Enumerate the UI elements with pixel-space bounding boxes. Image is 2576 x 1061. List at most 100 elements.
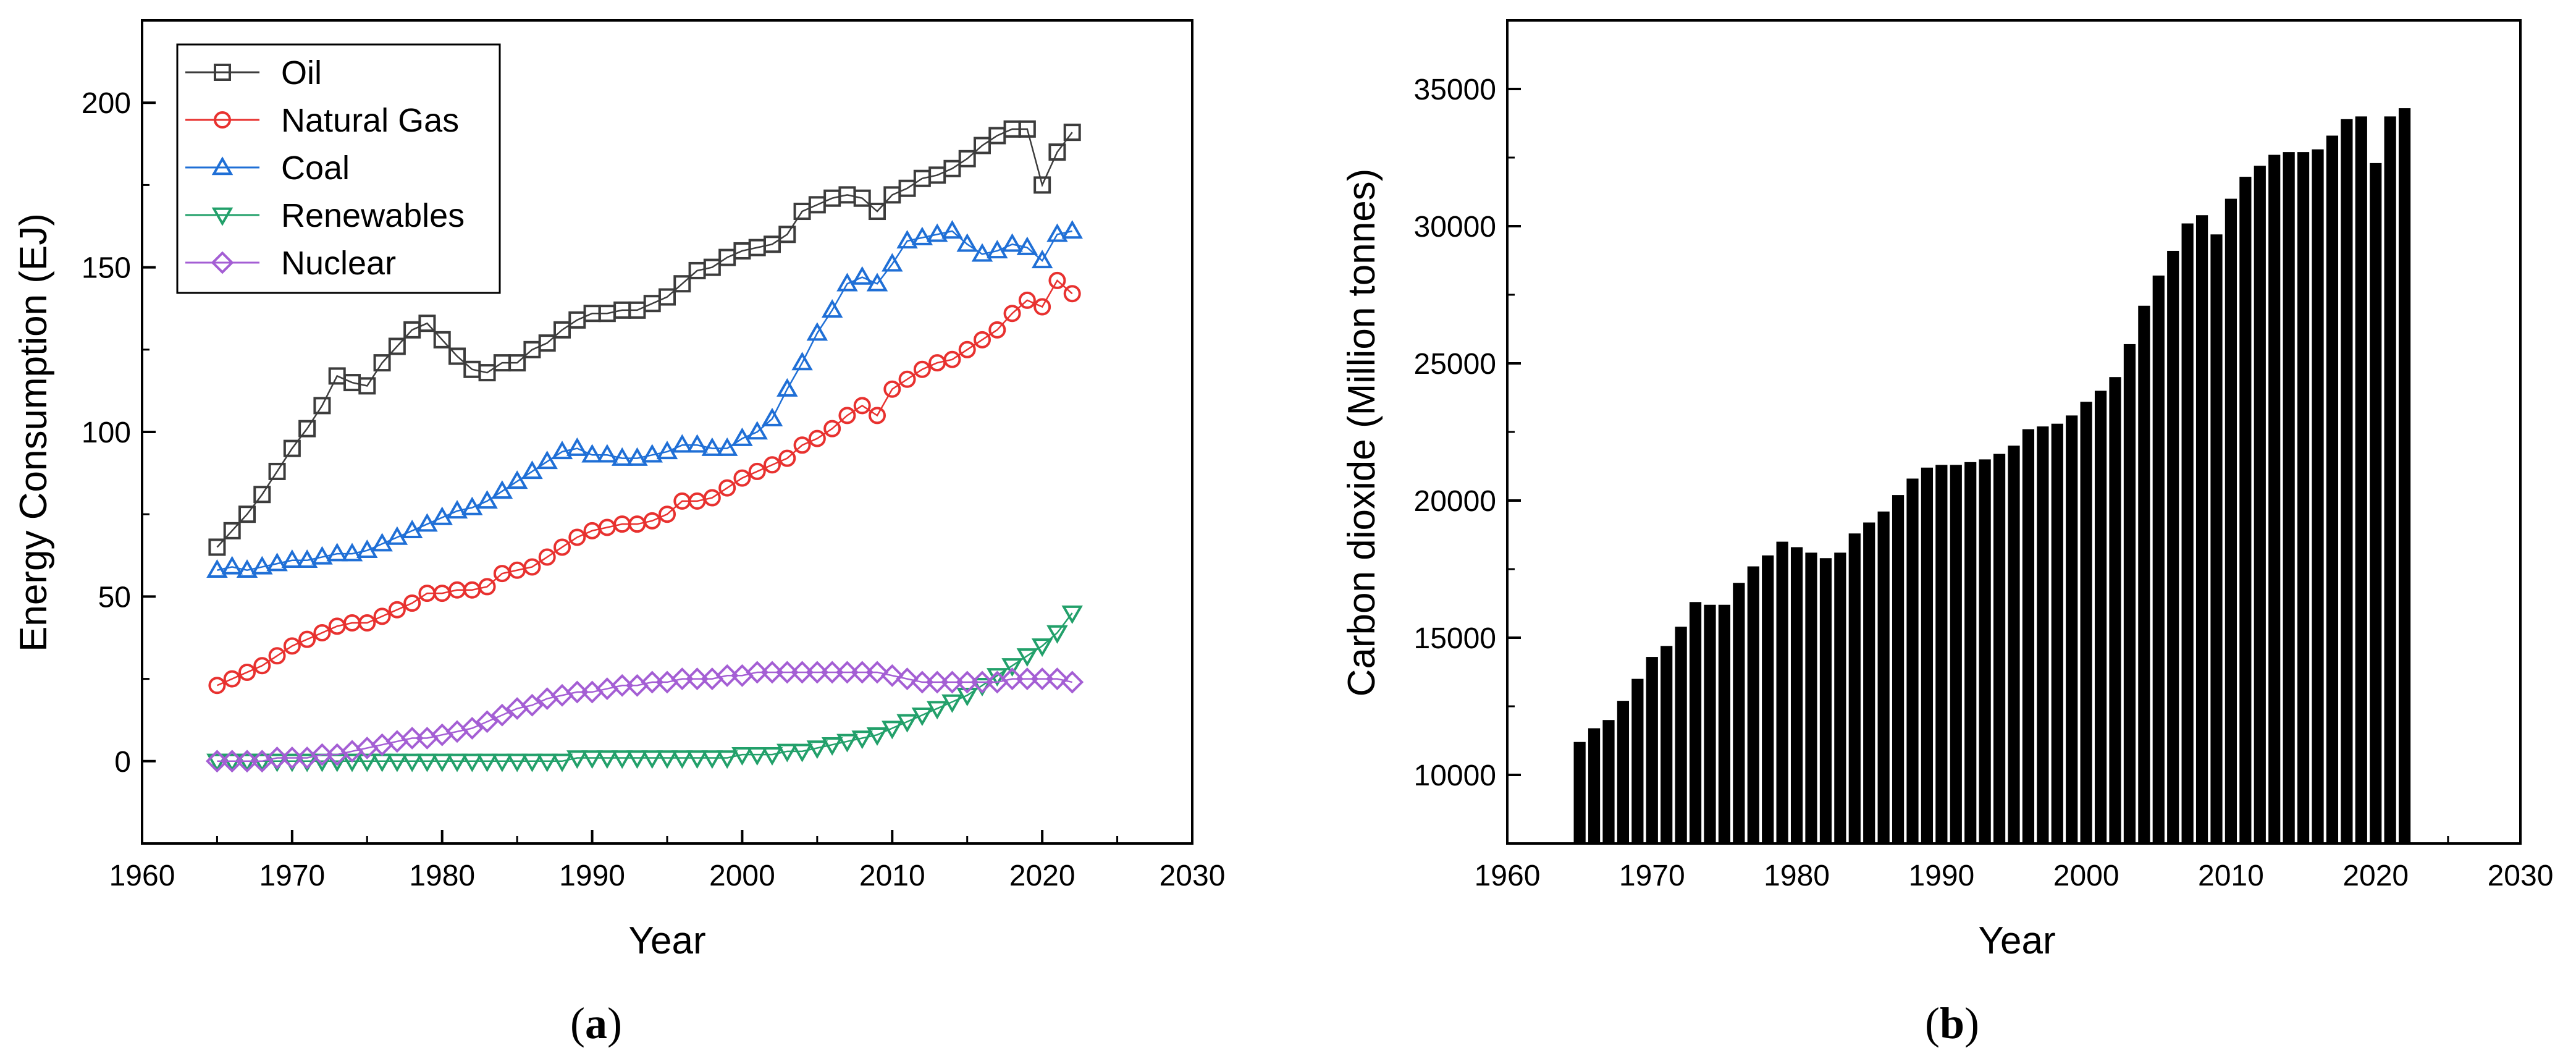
bar — [2181, 223, 2194, 843]
data-point — [626, 750, 648, 769]
data-point — [431, 753, 453, 772]
data-point — [386, 753, 408, 772]
bar — [1602, 720, 1615, 843]
bar — [2225, 198, 2237, 844]
series-renewables — [206, 605, 1083, 772]
data-point — [478, 364, 496, 382]
data-point — [716, 437, 738, 456]
data-point — [686, 434, 708, 453]
data-point — [1016, 648, 1038, 667]
data-point — [1001, 667, 1024, 691]
bar — [1617, 701, 1630, 843]
data-point — [1046, 223, 1068, 242]
data-point — [641, 670, 664, 694]
bar — [2008, 446, 2020, 843]
data-point — [956, 233, 978, 252]
data-point — [925, 670, 949, 694]
data-point — [418, 315, 436, 332]
data-point — [446, 753, 468, 772]
data-point — [943, 159, 961, 177]
data-point — [221, 750, 244, 773]
data-point — [1046, 625, 1068, 644]
data-point — [416, 513, 438, 532]
legend-item: Renewables — [185, 197, 465, 234]
data-point — [568, 528, 586, 546]
panel-b-ylabel: Carbon dioxide (Million tonnes) — [1341, 169, 1383, 697]
bar — [1573, 742, 1586, 843]
data-point — [941, 670, 964, 694]
data-point — [911, 708, 933, 727]
data-point — [777, 743, 798, 763]
data-point — [926, 223, 948, 242]
bar — [1921, 467, 1934, 843]
bar — [2109, 377, 2121, 843]
series-natural-gas — [208, 271, 1081, 695]
panel-b-xtick-label: 1990 — [1908, 860, 1974, 892]
data-point — [851, 661, 874, 684]
data-point — [566, 750, 588, 769]
data-point — [791, 661, 814, 684]
bar — [2239, 177, 2252, 844]
bar — [2341, 119, 2353, 844]
legend-item: Coal — [185, 150, 350, 187]
data-point — [882, 253, 903, 272]
data-point — [208, 677, 226, 695]
legend-marker — [214, 111, 231, 129]
bar — [2355, 116, 2367, 843]
legend-label: Coal — [281, 150, 350, 187]
panel-a-energy-consumption: 1960 1970 1980 1990 2000 2010 2020 2030 0 50 100 15… — [12, 19, 1225, 1048]
panel-b-xtick-label: 2020 — [2342, 860, 2409, 892]
data-point — [491, 753, 513, 772]
data-point — [941, 220, 963, 239]
data-point — [356, 753, 378, 772]
data-point — [656, 750, 678, 769]
data-point — [987, 240, 1008, 259]
data-point — [911, 226, 933, 245]
data-point — [566, 437, 588, 456]
data-point — [865, 661, 889, 684]
data-point — [1001, 233, 1023, 252]
panel-b-ytick-label: 25000 — [1414, 348, 1496, 381]
legend-box — [176, 43, 501, 294]
panel-b-caption-letter: b — [1940, 999, 1964, 1048]
legend-marker — [211, 207, 234, 226]
data-point — [853, 189, 871, 207]
bar — [2195, 215, 2208, 843]
data-point — [1018, 291, 1036, 309]
panel-b-xlabel: Year — [1978, 919, 2055, 962]
panel-b-caption: (b) — [1925, 999, 1979, 1048]
data-point — [206, 559, 228, 578]
data-point — [298, 420, 316, 438]
data-point — [251, 556, 273, 575]
panel-a-caption-close: ) — [607, 999, 622, 1048]
panel-a-ytick-label: 150 — [82, 252, 131, 285]
panel-a-ytick-label: 0 — [114, 746, 131, 779]
data-point — [373, 607, 391, 625]
data-point — [838, 407, 856, 425]
panel-b-ytick-label: 20000 — [1414, 485, 1496, 518]
data-point — [748, 462, 766, 480]
data-point — [236, 753, 258, 772]
data-point — [883, 380, 901, 398]
bar — [1689, 602, 1702, 843]
bar — [2167, 250, 2179, 844]
legend-label: Renewables — [281, 197, 465, 234]
data-point — [686, 667, 709, 691]
data-point — [266, 746, 288, 769]
data-point — [1061, 220, 1083, 239]
data-point — [238, 505, 256, 523]
panel-a-ytick-label: 50 — [98, 581, 131, 614]
bar — [1950, 465, 1962, 843]
bar — [1747, 566, 1759, 843]
data-point — [1016, 667, 1039, 691]
data-point — [491, 480, 513, 499]
data-point — [1048, 271, 1066, 289]
data-point — [971, 243, 993, 262]
data-point — [596, 750, 618, 769]
data-point — [358, 614, 376, 632]
series-coal — [206, 220, 1083, 578]
data-point — [761, 407, 783, 426]
data-point — [400, 727, 424, 750]
data-point — [1003, 305, 1021, 323]
data-point — [686, 750, 708, 769]
